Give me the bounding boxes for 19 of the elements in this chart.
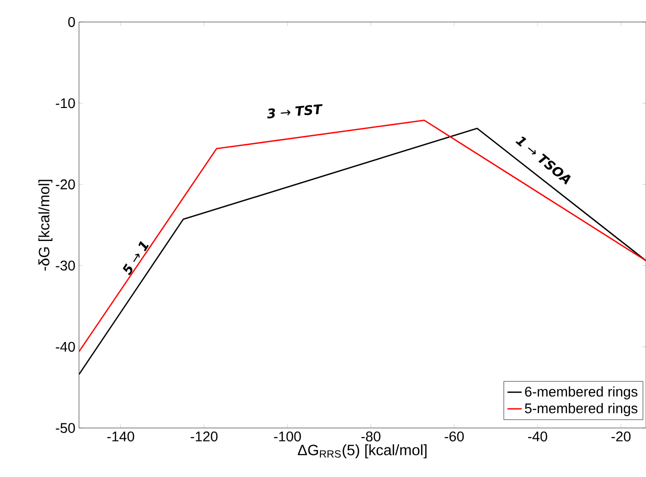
- x-tick-label: -40: [528, 432, 548, 442]
- x-tick-label: -60: [444, 432, 464, 442]
- y-tick-label: -40: [56, 342, 75, 352]
- x-axis-title: ΔG$_{RRS}$(5) [kcal/mol]: [298, 444, 426, 458]
- legend-label: 6-membered rings: [525, 386, 638, 400]
- x-tick-label: -120: [190, 432, 218, 442]
- x-tick-label: -20: [611, 432, 631, 442]
- x-tick-label: -80: [361, 432, 380, 442]
- y-tick-label: -30: [56, 260, 75, 271]
- annotation: 5 → 1: [122, 241, 149, 276]
- y-axis-title: -δG [kcal/mol]: [38, 180, 52, 271]
- legend-label: 5-membered rings: [524, 403, 638, 416]
- y-tick-label: -20: [56, 179, 75, 190]
- x-tick-label: -140: [107, 432, 134, 442]
- y-tick-label: -10: [56, 98, 75, 108]
- x-tick-label: -100: [274, 432, 301, 442]
- y-tick-label: 0: [68, 17, 75, 27]
- y-tick-label: -50: [56, 423, 75, 433]
- annotation: 3 → TST: [267, 104, 322, 118]
